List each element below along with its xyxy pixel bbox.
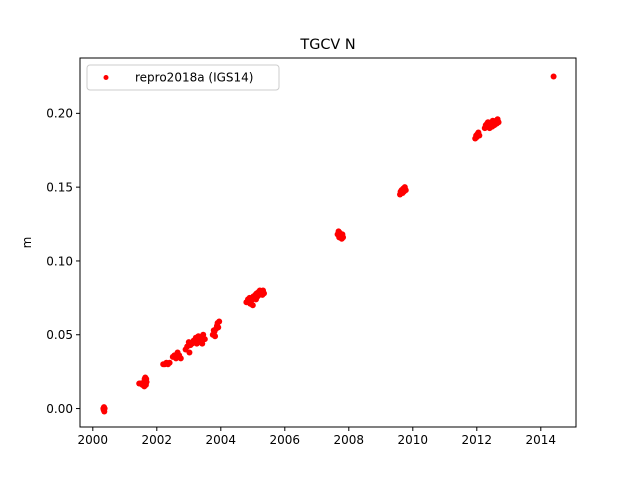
data-point <box>550 73 557 80</box>
y-tick-label: 0.10 <box>46 254 73 268</box>
x-tick-label: 2004 <box>206 433 237 447</box>
legend-marker <box>103 75 109 80</box>
y-axis-label: m <box>20 237 34 249</box>
x-tick-label: 2012 <box>462 433 493 447</box>
data-point <box>249 302 256 309</box>
chart-title: TGCV N <box>299 37 355 53</box>
x-tick-label: 2002 <box>142 433 173 447</box>
y-tick-label: 0.15 <box>46 180 73 194</box>
plot-frame <box>79 57 577 428</box>
data-point <box>216 318 223 325</box>
data-point <box>340 234 347 241</box>
data-point <box>212 333 219 340</box>
data-point <box>199 340 206 347</box>
legend: repro2018a (IGS14) <box>86 64 280 91</box>
data-point <box>215 324 222 331</box>
legend-entry: repro2018a (IGS14) <box>135 71 253 85</box>
x-tick-label: 2014 <box>526 433 557 447</box>
data-point <box>143 378 150 385</box>
y-tick-label: 0.00 <box>46 402 73 416</box>
y-tick-label: 0.20 <box>46 107 73 121</box>
x-axis: 2000 2002 2004 2006 2008 2010 2012 2014 <box>78 427 557 447</box>
x-tick-label: 2000 <box>78 433 109 447</box>
data-point <box>261 290 267 297</box>
y-axis: 0.00 0.05 0.10 0.15 0.20 <box>46 107 80 416</box>
x-tick-label: 2010 <box>398 433 429 447</box>
data-point <box>166 359 173 366</box>
data-point <box>201 336 208 343</box>
data-point <box>101 405 108 412</box>
data-point <box>186 349 193 356</box>
data-points <box>100 73 557 415</box>
x-tick-label: 2008 <box>334 433 365 447</box>
data-point <box>476 132 483 139</box>
x-tick-label: 2006 <box>270 433 301 447</box>
data-point <box>402 187 409 194</box>
data-point <box>177 355 184 362</box>
legend-box <box>86 64 280 91</box>
data-point <box>495 119 502 126</box>
y-tick-label: 0.05 <box>46 328 73 342</box>
